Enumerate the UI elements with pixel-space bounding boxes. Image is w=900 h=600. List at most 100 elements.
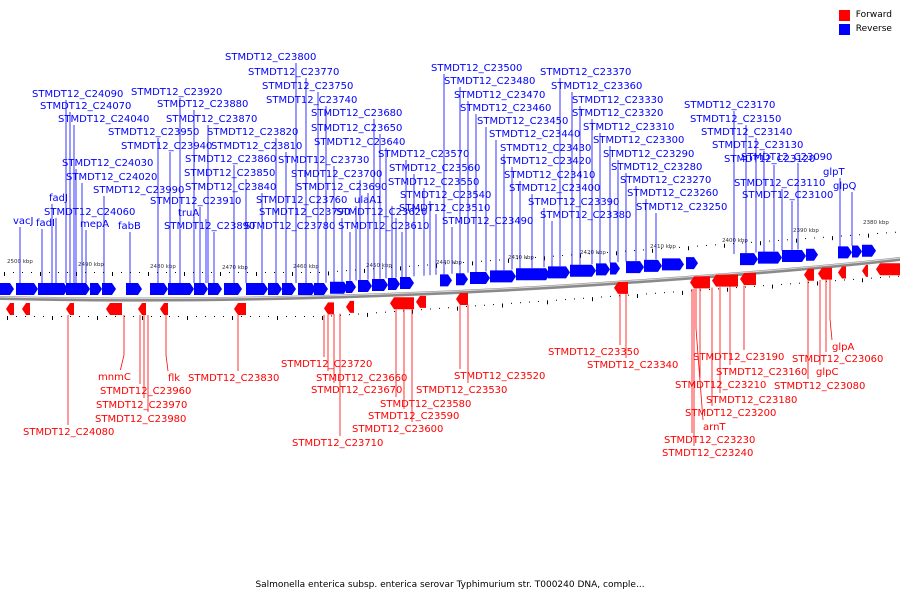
- reverse-gene-label: STMDT12_C23850: [184, 168, 275, 179]
- reverse-gene-label: STMDT12_C23270: [620, 175, 711, 186]
- reverse-gene-label: STMDT12_C23120: [724, 154, 815, 165]
- forward-gene-label: glpC: [816, 367, 838, 378]
- tick-mark: [178, 316, 179, 317]
- reverse-gene-label: STMDT12_C23920: [131, 87, 222, 98]
- forward-gene-label: STMDT12_C24080: [23, 427, 114, 438]
- tick-mark: [502, 303, 503, 308]
- tick-mark: [547, 300, 548, 305]
- tick-mark: [418, 265, 419, 267]
- reverse-gene: [16, 283, 38, 295]
- reverse-gene-label: STMDT12_C23480: [444, 76, 535, 87]
- tick-mark: [598, 252, 599, 254]
- reverse-gene-label: STMDT12_C23280: [611, 162, 702, 173]
- tick-label: 2410 kbp: [650, 244, 676, 250]
- tick-mark: [877, 233, 878, 235]
- tick-mark: [148, 272, 149, 276]
- forward-gene-label: flk: [168, 373, 180, 384]
- tick-label: 2390 kbp: [793, 228, 819, 234]
- tick-mark: [439, 307, 440, 309]
- reverse-gene-label: STMDT12_C24030: [62, 158, 153, 169]
- reverse-gene-label: STMDT12_C23260: [627, 188, 718, 199]
- tick-mark: [592, 297, 593, 302]
- tick-mark: [733, 243, 734, 245]
- reverse-gene: [168, 283, 194, 295]
- tick-mark: [274, 272, 275, 273]
- reverse-gene: [358, 279, 372, 292]
- reverse-gene: [0, 283, 14, 295]
- tick-mark: [43, 316, 44, 317]
- legend: Forward Reverse: [838, 8, 892, 36]
- reverse-gene-label: STMDT12_C23430: [500, 143, 591, 154]
- tick-mark: [634, 250, 635, 252]
- tick-mark: [571, 254, 572, 256]
- reverse-gene-label: STMDT12_C23460: [460, 103, 551, 114]
- forward-gene-label: STMDT12_C23200: [685, 408, 776, 419]
- forward-leader-line: [695, 288, 704, 421]
- tick-mark: [832, 236, 833, 241]
- reverse-gene-label: STMDT12_C23130: [712, 140, 803, 151]
- tick-mark: [355, 269, 356, 271]
- tick-mark: [844, 279, 845, 281]
- tick-mark: [589, 253, 590, 255]
- forward-gene: [390, 297, 414, 310]
- tick-mark: [799, 282, 800, 284]
- tick-mark: [454, 262, 455, 264]
- forward-gene-label: STMDT12_C23340: [587, 360, 678, 371]
- forward-gene: [876, 263, 900, 276]
- reverse-gene-label: STMDT12_C23170: [684, 100, 775, 111]
- tick-mark: [475, 305, 476, 307]
- tick-mark: [754, 285, 755, 287]
- reverse-gene-label: STMDT12_C23470: [454, 90, 545, 101]
- tick-mark: [664, 292, 665, 294]
- forward-gene-label: mnmC: [98, 372, 131, 383]
- forward-gene-label: STMDT12_C23970: [96, 400, 187, 411]
- tick-mark: [328, 271, 329, 276]
- forward-gene: [160, 303, 168, 315]
- reverse-gene-label: STMDT12_C23550: [388, 177, 479, 188]
- tick-mark: [292, 272, 293, 276]
- reverse-gene-label: STMDT12_C23380: [540, 210, 631, 221]
- forward-gene-label: STMDT12_C23710: [292, 438, 383, 449]
- reverse-gene-label: STMDT12_C23700: [291, 169, 382, 180]
- tick-mark: [796, 238, 797, 243]
- reverse-gene-label: STMDT12_C24090: [32, 89, 123, 100]
- reverse-gene-label: STMDT12_C23990: [93, 185, 184, 196]
- tick-label: 2400 kbp: [722, 238, 748, 244]
- tick-mark: [139, 272, 140, 273]
- tick-mark: [871, 277, 872, 279]
- tick-mark: [130, 272, 131, 273]
- tick-mark: [142, 316, 143, 320]
- forward-gene: [804, 268, 814, 281]
- legend-forward: Forward: [838, 8, 892, 22]
- forward-gene: [862, 264, 868, 277]
- reverse-gene-label: STMDT12_C23420: [500, 156, 591, 167]
- tick-mark: [544, 256, 545, 261]
- tick-mark: [385, 311, 386, 313]
- tick-mark: [265, 272, 266, 273]
- reverse-gene-label: STMDT12_C23360: [551, 81, 642, 92]
- forward-gene-label: STMDT12_C23600: [352, 424, 443, 435]
- forward-gene-label: STMDT12_C23980: [95, 414, 186, 425]
- reverse-gene: [758, 251, 782, 264]
- reverse-gene-label: STMDT12_C24020: [66, 172, 157, 183]
- tick-mark: [745, 286, 746, 288]
- tick-mark: [103, 272, 104, 273]
- tick-mark: [535, 256, 536, 258]
- tick-mark: [715, 244, 716, 246]
- reverse-gene: [66, 283, 90, 295]
- tick-mark: [868, 233, 869, 238]
- forward-gene: [838, 266, 846, 279]
- forward-leader-lines: [67, 279, 833, 446]
- reverse-gene-label: STMDT12_C23880: [157, 99, 248, 110]
- reverse-gene-label: STMDT12_C23890: [164, 221, 255, 232]
- tick-mark: [700, 289, 701, 291]
- reverse-gene-label: STMDT12_C23790: [259, 207, 350, 218]
- tick-mark: [655, 292, 656, 294]
- tick-mark: [58, 272, 59, 273]
- forward-genes: [6, 263, 900, 315]
- tick-mark: [391, 267, 392, 269]
- tick-mark: [751, 241, 752, 243]
- tick-mark: [250, 316, 251, 317]
- tick-mark: [709, 288, 710, 290]
- reverse-gene: [456, 273, 468, 286]
